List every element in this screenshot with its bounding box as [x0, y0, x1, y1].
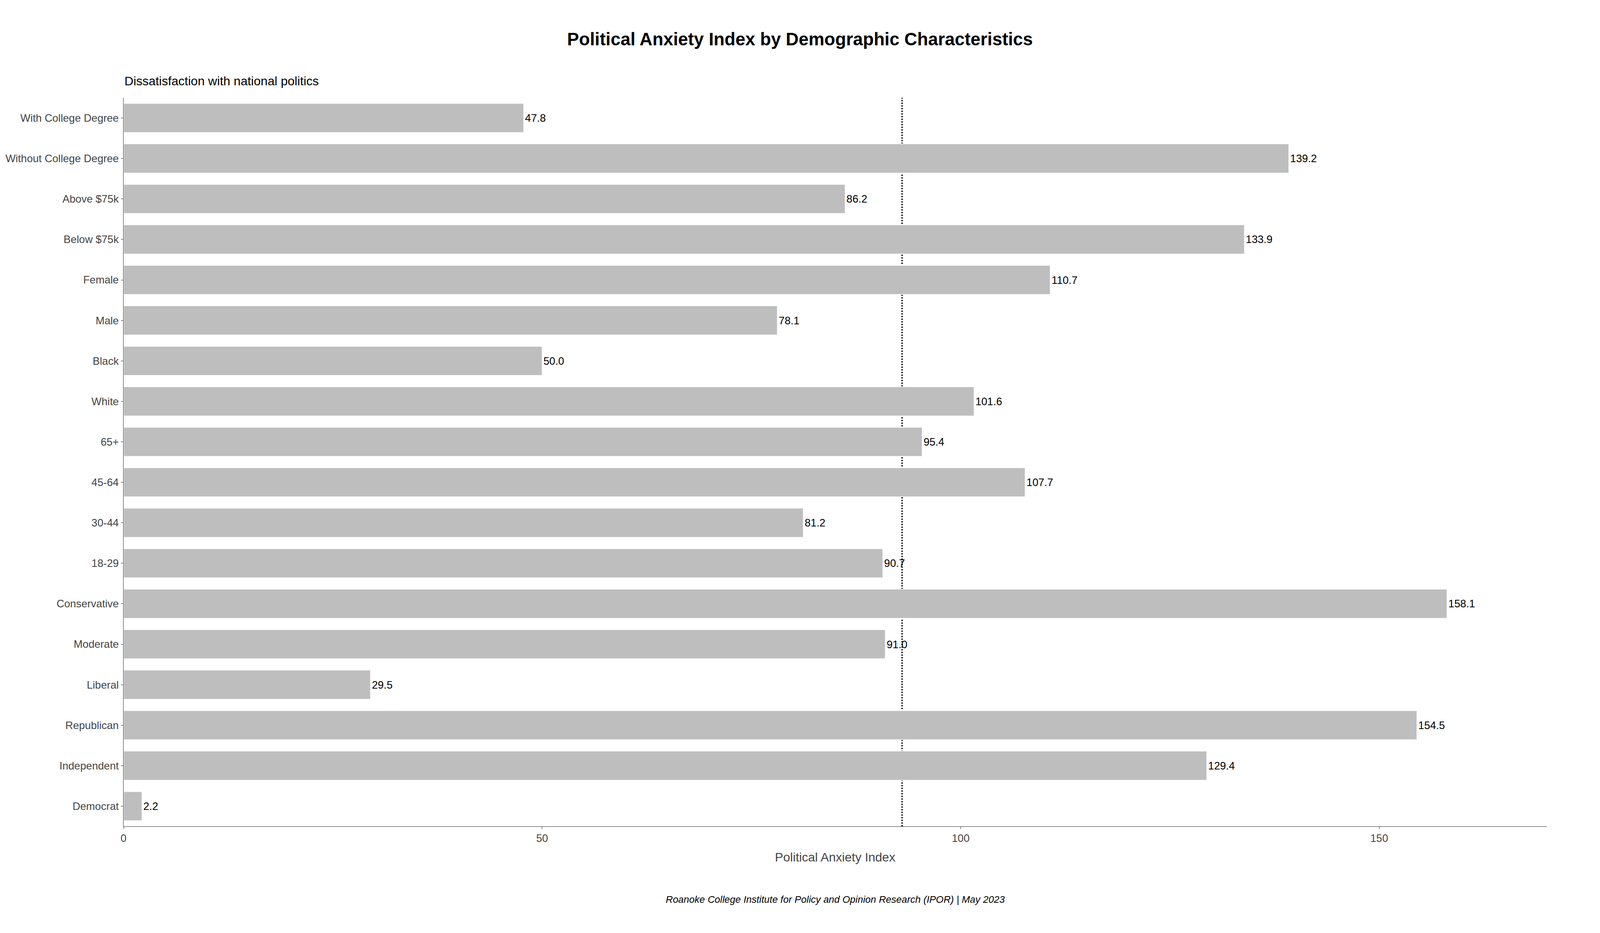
svg-text:18-29: 18-29: [91, 557, 119, 570]
svg-text:With College Degree: With College Degree: [20, 112, 119, 124]
svg-text:Political Anxiety Index by Dem: Political Anxiety Index by Demographic C…: [567, 29, 1033, 49]
svg-text:110.7: 110.7: [1051, 274, 1078, 287]
svg-text:Moderate: Moderate: [73, 638, 119, 651]
svg-text:86.2: 86.2: [846, 192, 868, 205]
svg-text:White: White: [91, 395, 119, 408]
svg-text:150: 150: [1370, 832, 1388, 845]
svg-text:2.2: 2.2: [143, 800, 158, 813]
svg-text:139.2: 139.2: [1290, 152, 1317, 165]
svg-text:133.9: 133.9: [1245, 233, 1273, 246]
svg-text:Black: Black: [92, 355, 120, 368]
svg-text:107.7: 107.7: [1026, 476, 1054, 489]
svg-text:30-44: 30-44: [91, 516, 119, 529]
svg-text:Republican: Republican: [65, 719, 119, 732]
svg-text:81.2: 81.2: [804, 516, 826, 529]
svg-text:Above $75k: Above $75k: [62, 192, 120, 205]
svg-text:Below $75k: Below $75k: [63, 233, 120, 246]
svg-text:154.5: 154.5: [1418, 719, 1445, 732]
svg-text:91.0: 91.0: [886, 638, 908, 651]
svg-text:Female: Female: [83, 273, 119, 286]
svg-text:Liberal: Liberal: [86, 679, 119, 692]
svg-text:65+: 65+: [100, 436, 119, 448]
svg-text:0: 0: [120, 832, 127, 845]
svg-text:50.0: 50.0: [543, 355, 565, 368]
svg-text:90.7: 90.7: [884, 557, 905, 570]
svg-text:45-64: 45-64: [91, 476, 119, 489]
svg-text:95.4: 95.4: [923, 436, 945, 448]
svg-text:Independent: Independent: [59, 760, 120, 772]
svg-text:100: 100: [952, 832, 970, 845]
svg-text:Male: Male: [95, 314, 119, 327]
svg-text:Conservative: Conservative: [56, 597, 119, 610]
svg-text:78.1: 78.1: [778, 314, 800, 327]
svg-text:Dissatisfaction with national: Dissatisfaction with national politics: [124, 74, 319, 88]
svg-text:158.1: 158.1: [1448, 597, 1476, 610]
svg-text:Political Anxiety Index: Political Anxiety Index: [775, 850, 896, 865]
svg-text:129.4: 129.4: [1208, 760, 1235, 772]
svg-text:101.6: 101.6: [975, 395, 1003, 408]
svg-text:47.8: 47.8: [524, 112, 546, 124]
svg-text:Democrat: Democrat: [72, 800, 119, 813]
svg-text:50: 50: [536, 832, 548, 845]
svg-text:Without College Degree: Without College Degree: [5, 152, 119, 165]
svg-text:Roanoke College Institute for: Roanoke College Institute for Policy and…: [665, 894, 1005, 906]
svg-text:29.5: 29.5: [372, 679, 393, 692]
